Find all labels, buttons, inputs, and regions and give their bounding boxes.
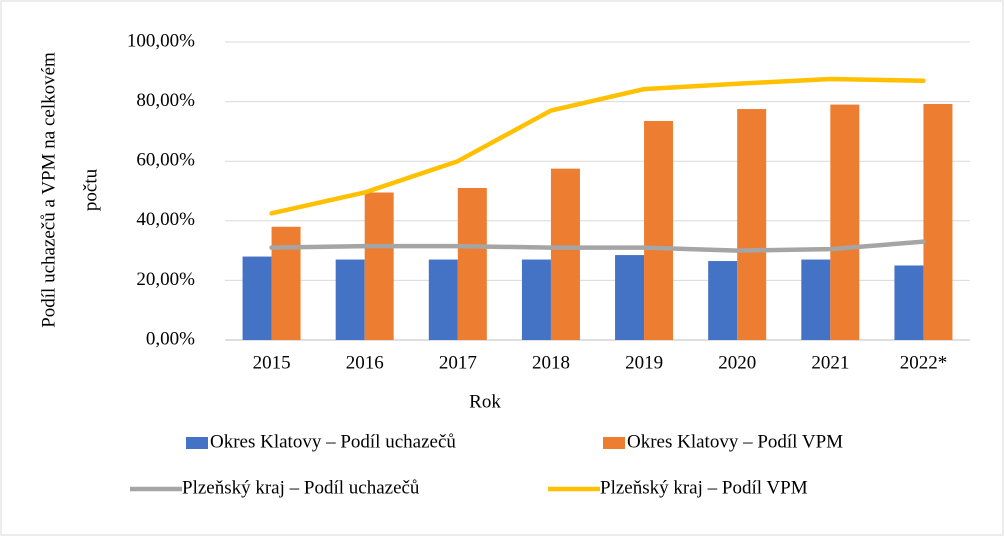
bar [521,259,551,340]
x-tick-label: 2018 [532,352,570,373]
y-tick-label: 40,00% [136,209,195,230]
bar [708,261,738,340]
bar [615,255,645,340]
bar [801,259,831,340]
bar [271,226,301,340]
bar [428,259,458,340]
bar [457,188,487,340]
y-tick-label: 80,00% [136,90,195,111]
legend-swatch [603,437,625,449]
legend-label: Okres Klatovy – Podíl uchazečů [210,431,456,452]
x-tick-label: 2021 [811,352,849,373]
bar [830,104,860,340]
bar [894,265,924,340]
y-axis-label: Podíl uchazečů a VPM na celkovém počtu [38,52,101,328]
line [269,239,926,253]
x-tick-label: 2020 [718,352,756,373]
x-tick-label: 2015 [253,352,291,373]
bar [737,109,767,340]
x-tick-label: 2022* [900,352,948,373]
bar [644,120,674,340]
x-tick-label: 2017 [439,352,477,373]
x-axis-label: Rok [469,391,501,412]
y-tick-label: 0,00% [146,328,195,349]
y-tick-label: 20,00% [136,269,195,290]
bar [923,103,953,340]
legend-label: Plzeňský kraj – Podíl uchazečů [182,477,420,498]
legend-label: Okres Klatovy – Podíl VPM [627,431,843,452]
bar [364,192,394,340]
legend-label: Plzeňský kraj – Podíl VPM [600,477,808,498]
bar [242,256,272,340]
bar [335,259,365,340]
y-axis-label-line: počtu [80,168,101,211]
x-tick-label: 2019 [625,352,663,373]
legend-swatch [186,437,208,449]
line [269,76,926,216]
x-tick-label: 2016 [346,352,384,373]
bar [550,168,580,340]
y-axis-label-line: Podíl uchazečů a VPM na celkovém [38,52,59,328]
y-tick-label: 60,00% [136,150,195,171]
y-tick-label: 100,00% [127,30,195,51]
